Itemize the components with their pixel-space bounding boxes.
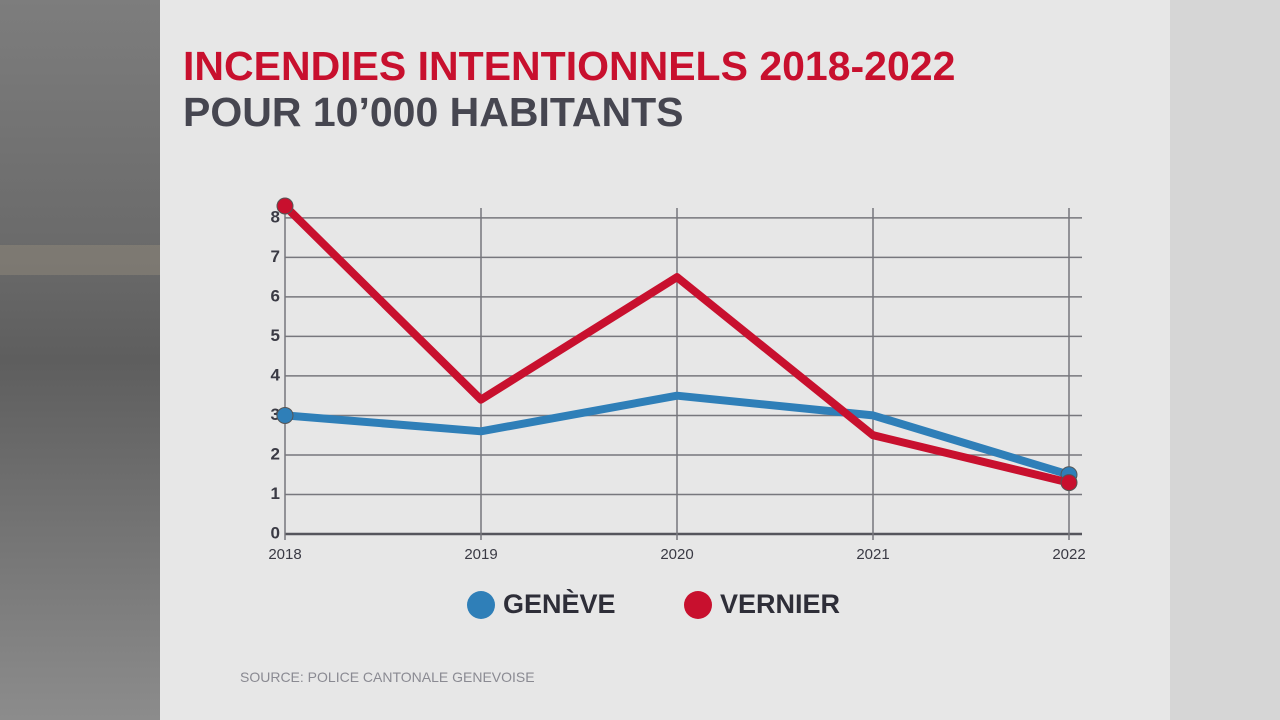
y-tick-label: 8 [271, 207, 280, 226]
chart-title: INCENDIES INTENTIONNELS 2018-2022 [183, 43, 955, 89]
panel [160, 0, 1170, 720]
endpoint-marker [276, 406, 294, 424]
legend-swatch [684, 591, 712, 619]
legend-swatch [467, 591, 495, 619]
x-tick-label: 2022 [1052, 546, 1085, 563]
right-strip [1170, 0, 1280, 720]
y-tick-label: 4 [271, 365, 281, 384]
photo-strip [0, 0, 160, 720]
y-tick-label: 0 [271, 523, 280, 542]
x-tick-label: 2019 [464, 546, 497, 563]
series-line [284, 391, 1071, 479]
source: SOURCE: POLICE CANTONALE GENEVOISE [240, 669, 535, 685]
legend-label: GENÈVE [503, 588, 616, 619]
y-tick-label: 1 [271, 484, 280, 503]
photo-detail [0, 245, 160, 275]
x-tick-label: 2018 [268, 546, 301, 563]
y-tick-label: 7 [271, 247, 280, 266]
y-tick-label: 2 [271, 444, 280, 463]
legend-label: VERNIER [720, 589, 840, 619]
x-tick-label: 2021 [856, 546, 889, 563]
chart-subtitle: POUR 10’000 HABITANTS [183, 89, 683, 135]
x-tick-label: 2020 [660, 546, 693, 563]
y-tick-label: 5 [271, 326, 280, 345]
plot: 0 1 2 3 4 5 6 7 8 2018 2019 2020 2021 2022 GENÈVE VERNI… [268, 197, 1086, 619]
endpoint-marker [1060, 474, 1078, 492]
series-line [282, 203, 1070, 487]
endpoint-marker [276, 197, 294, 215]
y-tick-label: 6 [271, 286, 280, 305]
y-tick-label: 3 [271, 405, 280, 424]
